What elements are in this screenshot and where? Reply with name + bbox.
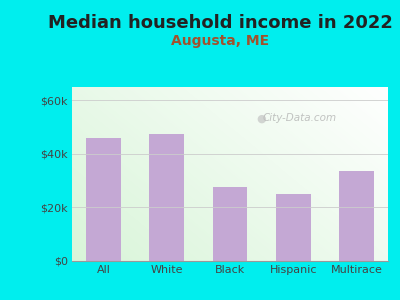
Bar: [213, 188, 247, 261]
Text: ●: ●: [257, 113, 266, 123]
Text: City-Data.com: City-Data.com: [262, 113, 336, 123]
Bar: [339, 171, 374, 261]
Text: Augusta, ME: Augusta, ME: [171, 34, 269, 49]
Bar: [86, 138, 121, 261]
Bar: [276, 194, 310, 261]
Text: Median household income in 2022: Median household income in 2022: [48, 14, 392, 32]
Bar: [150, 134, 184, 261]
